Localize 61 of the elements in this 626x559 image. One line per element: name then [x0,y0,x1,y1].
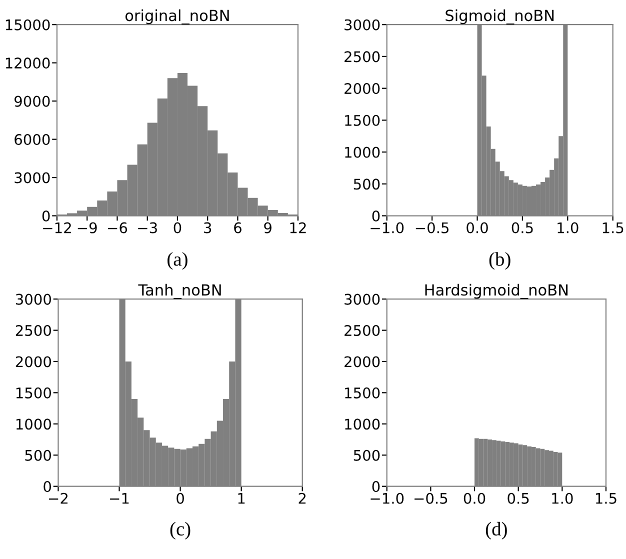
x-tick-label: 6 [234,222,242,234]
x-tick-label: −0.5 [416,222,448,234]
y-tick-label: 500 [25,450,51,461]
y-tick-label: 0 [42,210,50,222]
x-tick-label: 0.5 [512,222,533,234]
x-tick-label: 0.5 [508,492,529,504]
y-tick-label: 500 [354,450,380,461]
x-tick-label: 0 [174,222,182,234]
x-tick-label: −9 [78,222,97,234]
y-tick-label: 3000 [344,294,380,305]
x-tick-label: 1.0 [558,222,578,234]
x-tick-label: 1.5 [602,222,624,234]
chart-title: Sigmoid_noBN [446,9,554,25]
y-tick-label: 12000 [6,58,50,69]
x-tick-label: 1.0 [552,492,573,504]
chart-title: Hardsigmoid_noBN [425,284,568,300]
y-tick-label: 1500 [345,114,380,126]
y-tick-label: 1500 [345,387,380,398]
x-tick-label: −12 [43,222,71,234]
x-tick-label: −1.0 [370,222,404,234]
y-tick-label: 2500 [344,324,380,336]
y-tick-label: 1000 [345,418,380,430]
y-tick-label: 9000 [14,96,50,107]
y-tick-label: 3000 [14,172,50,184]
chart-title: Tanh_noBN [138,284,221,300]
y-tick-label: 0 [372,210,380,222]
y-tick-label: 500 [354,178,380,190]
y-tick-label: 1000 [16,418,51,430]
y-tick-label: 0 [372,481,380,492]
x-tick-label: −1.0 [370,492,404,504]
y-tick-label: 0 [44,481,51,492]
text: (a) [168,252,188,270]
text: (c) [170,522,190,540]
x-tick-label: 1 [238,493,245,504]
y-tick-label: 2500 [16,324,51,336]
x-tick-label: 1.5 [596,493,616,504]
y-tick-label: 15000 [6,19,50,30]
x-tick-label: −3 [138,222,157,234]
chart-title: original_noBN [125,9,229,25]
x-tick-label: 0.0 [466,222,488,234]
y-tick-label: 2000 [344,356,380,368]
y-tick-label: 2500 [344,51,380,62]
y-tick-label: 2000 [16,356,51,368]
x-tick-label: 9 [264,222,272,234]
y-tick-label: 6000 [14,134,50,146]
y-tick-label: 1500 [16,387,51,398]
x-tick-label: −6 [108,222,128,234]
y-tick-label: 3000 [16,294,51,305]
x-tick-label: 3 [204,222,212,234]
y-tick-label: 1000 [345,146,380,158]
text: (b) [489,252,510,270]
x-tick-label: −1 [110,493,129,504]
x-tick-label: −0.5 [414,492,448,504]
x-tick-label: 2 [298,492,306,504]
x-tick-label: −2 [49,492,68,504]
text: (d) [486,522,507,540]
x-tick-label: 12 [290,222,306,234]
y-tick-label: 2000 [344,83,380,94]
y-tick-label: 3000 [344,19,380,30]
x-tick-label: 0.0 [464,492,486,504]
x-tick-label: 0 [176,492,184,504]
